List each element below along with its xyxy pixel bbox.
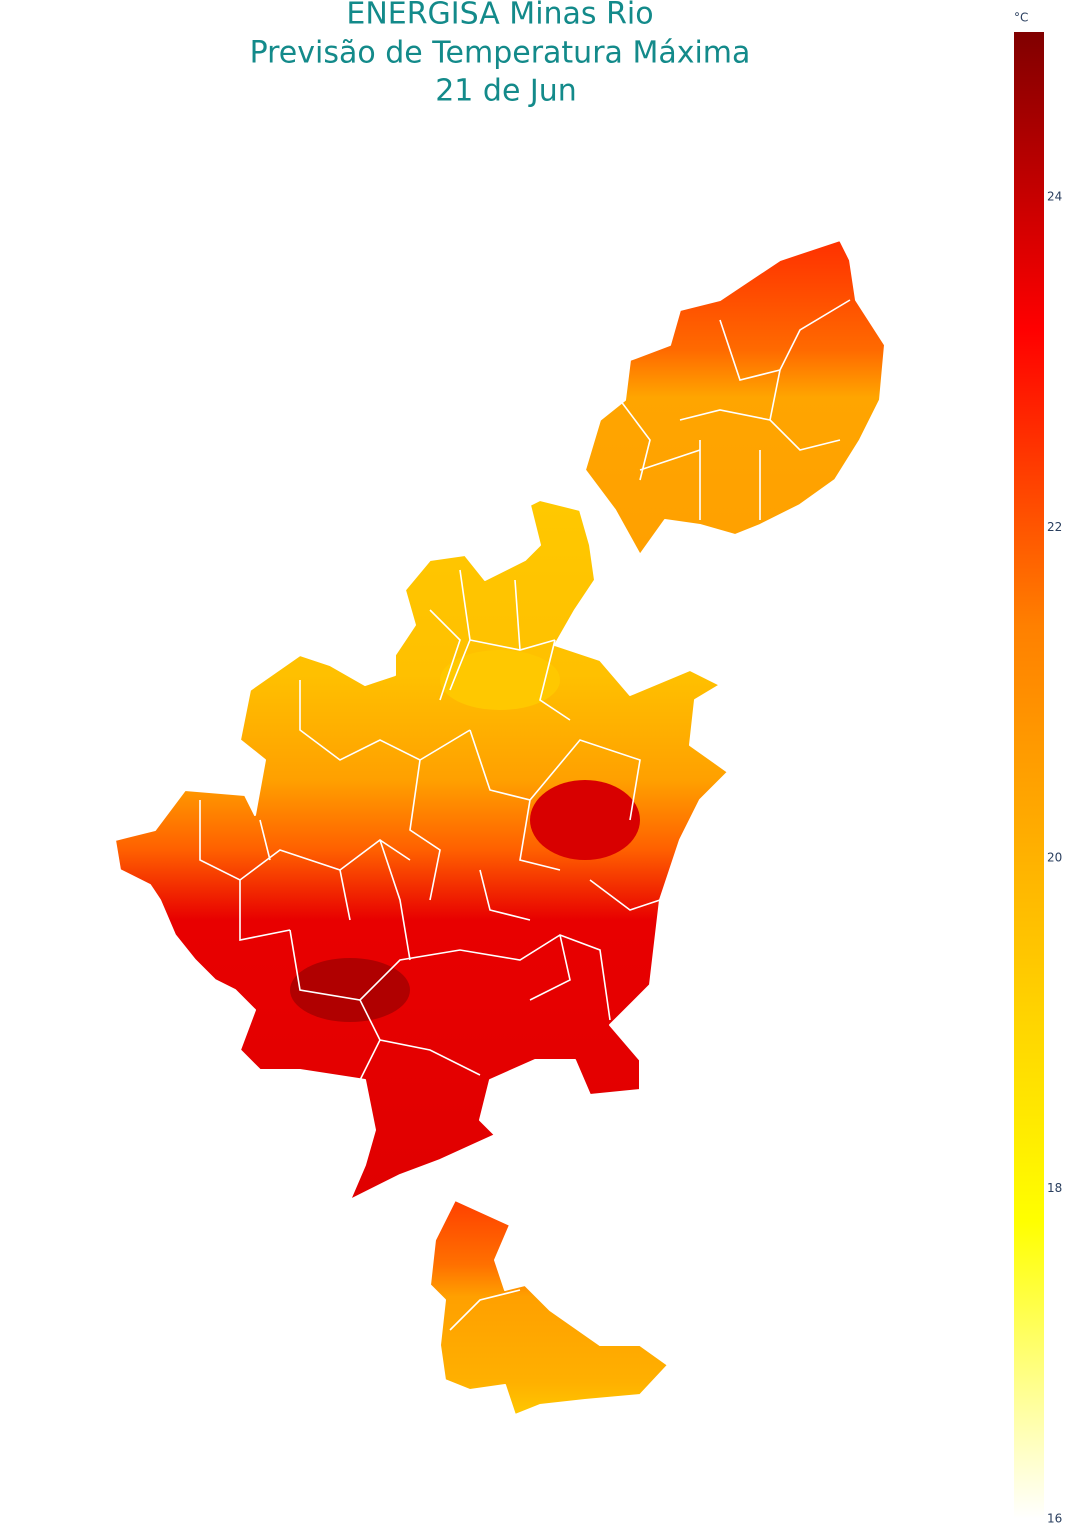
region-central: [114, 499, 729, 1201]
colorbar-ticks: 16 18 20 22 24: [1047, 190, 1062, 1526]
hot-spot: [530, 780, 640, 860]
colorbar: [1014, 32, 1044, 1519]
border-lines: [199, 299, 851, 1331]
colorbar-title: °C: [1014, 11, 1028, 25]
colorbar-tick-label: 18: [1047, 1181, 1062, 1195]
colorbar-tick-label: 22: [1047, 520, 1062, 534]
colorbar-tick-label: 24: [1047, 190, 1062, 204]
hot-spot: [290, 958, 410, 1022]
title-line: Previsão de Temperatura Máxima: [250, 36, 751, 71]
title-line: 21 de Jun: [435, 74, 577, 109]
map: [114, 239, 886, 1416]
colorbar-tick-label: 20: [1047, 851, 1062, 865]
region-south: [429, 1199, 669, 1416]
colorbar-tick-label: 16: [1047, 1512, 1062, 1526]
title-line: ENERGISA Minas Rio: [346, 0, 653, 32]
region-northeast: [584, 239, 886, 556]
cool-spot: [440, 650, 560, 710]
